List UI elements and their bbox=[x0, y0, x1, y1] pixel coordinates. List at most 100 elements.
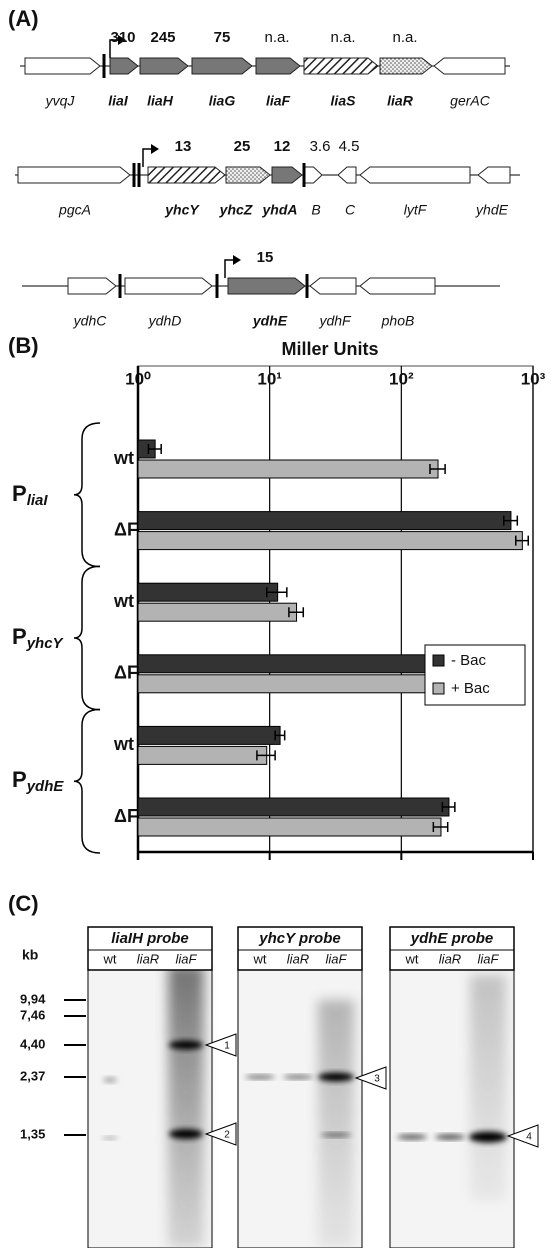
x-tick-label: 10² bbox=[389, 369, 414, 388]
gene-label: liaF bbox=[266, 93, 291, 109]
figure: (A) (B) (C) Miller Units kb yvqJliaIliaH… bbox=[0, 0, 556, 1248]
expression-value: 3.6 bbox=[310, 138, 331, 155]
gene-label: ydhC bbox=[73, 313, 108, 329]
bar bbox=[138, 655, 466, 673]
lane-label: liaR bbox=[287, 951, 309, 966]
expression-value: 13 bbox=[175, 138, 192, 155]
group-label: PydhE bbox=[12, 767, 64, 795]
bar bbox=[138, 798, 449, 816]
gene-arrow bbox=[110, 58, 138, 74]
gene-arrow bbox=[125, 278, 212, 294]
group-brace bbox=[74, 423, 100, 567]
blot-band bbox=[102, 1137, 118, 1140]
band-arrow-label: 1 bbox=[224, 1041, 230, 1052]
gene-arrow bbox=[380, 58, 432, 74]
gene-label: ydhF bbox=[318, 313, 352, 329]
category-label: ΔF bbox=[114, 806, 138, 826]
blot-band bbox=[169, 1041, 203, 1050]
gene-label: gerAC bbox=[450, 93, 491, 109]
gene-arrow bbox=[256, 58, 300, 74]
promoter-head bbox=[151, 144, 159, 154]
legend-swatch bbox=[433, 655, 444, 666]
category-label: ΔF bbox=[114, 519, 138, 539]
panel-label: (B) bbox=[8, 333, 39, 358]
category-label: wt bbox=[113, 591, 134, 611]
size-marker: 7,46 bbox=[20, 1007, 45, 1022]
bar bbox=[138, 746, 267, 764]
size-marker: 9,94 bbox=[20, 991, 46, 1006]
gene-label: yhcY bbox=[164, 202, 200, 218]
panel-label: (C) bbox=[8, 891, 39, 916]
expression-value: 12 bbox=[274, 138, 291, 155]
gene-label: liaR bbox=[387, 93, 414, 109]
promoter bbox=[225, 260, 234, 278]
gene-arrow bbox=[478, 167, 510, 183]
size-marker: 2,37 bbox=[20, 1068, 45, 1083]
gene-arrow bbox=[25, 58, 100, 74]
blot-smear bbox=[168, 965, 204, 1248]
legend-swatch bbox=[433, 683, 444, 694]
blot-band bbox=[435, 1135, 465, 1140]
expression-value: n.a. bbox=[392, 29, 417, 46]
gene-label: B bbox=[311, 202, 320, 218]
kb-label: kb bbox=[22, 947, 38, 963]
chart-title: Miller Units bbox=[281, 339, 378, 359]
gene-label: liaG bbox=[209, 93, 236, 109]
bar bbox=[138, 532, 522, 550]
bar bbox=[138, 603, 297, 621]
gene-label: liaH bbox=[147, 93, 174, 109]
blot-band bbox=[283, 1075, 313, 1079]
gene-arrow bbox=[192, 58, 252, 74]
gene-arrow bbox=[305, 167, 322, 183]
bar bbox=[138, 460, 438, 478]
gene-arrow bbox=[434, 58, 505, 74]
category-label: ΔF bbox=[114, 663, 138, 683]
gene-label: liaS bbox=[331, 93, 357, 109]
lane-label: wt bbox=[405, 951, 419, 966]
category-label: wt bbox=[113, 734, 134, 754]
gene-label: ydhD bbox=[148, 313, 182, 329]
gene-arrow bbox=[68, 278, 116, 294]
panel-label: (A) bbox=[8, 6, 39, 31]
blot-band bbox=[245, 1075, 275, 1079]
band-arrow-label: 3 bbox=[374, 1074, 380, 1085]
gene-label: pgcA bbox=[58, 202, 91, 218]
lane-label: liaR bbox=[137, 951, 159, 966]
size-marker: 1,35 bbox=[20, 1126, 45, 1141]
blot-band bbox=[397, 1135, 427, 1140]
legend-label: - Bac bbox=[451, 652, 487, 669]
gene-arrow bbox=[338, 167, 356, 183]
group-brace bbox=[74, 709, 100, 853]
gene-label: phoB bbox=[381, 313, 415, 329]
gene-label: yhdA bbox=[262, 202, 298, 218]
gene-arrow bbox=[360, 278, 435, 294]
legend-label: + Bac bbox=[451, 680, 490, 697]
blot-title: ydhE probe bbox=[410, 930, 494, 947]
group-label: PliaI bbox=[12, 481, 48, 509]
lane-label: liaF bbox=[478, 951, 500, 966]
blot-band bbox=[469, 1132, 507, 1143]
expression-value: n.a. bbox=[330, 29, 355, 46]
gene-label: yhdE bbox=[475, 202, 509, 218]
gene-arrow bbox=[226, 167, 270, 183]
x-tick-label: 10¹ bbox=[257, 369, 282, 388]
gene-arrow bbox=[360, 167, 470, 183]
bar bbox=[138, 726, 280, 744]
gene-label: liaI bbox=[108, 93, 129, 109]
bar bbox=[138, 512, 511, 530]
blot-smear bbox=[470, 975, 506, 1200]
bar bbox=[138, 818, 441, 836]
lane-label: wt bbox=[253, 951, 267, 966]
expression-value: n.a. bbox=[264, 29, 289, 46]
gene-label: C bbox=[345, 202, 356, 218]
group-label: PyhcY bbox=[12, 624, 65, 652]
blot-smear bbox=[318, 1000, 354, 1248]
expression-value: 4.5 bbox=[339, 138, 360, 155]
promoter-head bbox=[233, 255, 241, 265]
band-arrow-label: 2 bbox=[224, 1130, 230, 1141]
blot-band bbox=[318, 1073, 354, 1082]
gene-arrow bbox=[304, 58, 378, 74]
expression-value: 25 bbox=[234, 138, 251, 155]
gene-label: yhcZ bbox=[219, 202, 253, 218]
gene-label: ydhE bbox=[252, 313, 288, 329]
